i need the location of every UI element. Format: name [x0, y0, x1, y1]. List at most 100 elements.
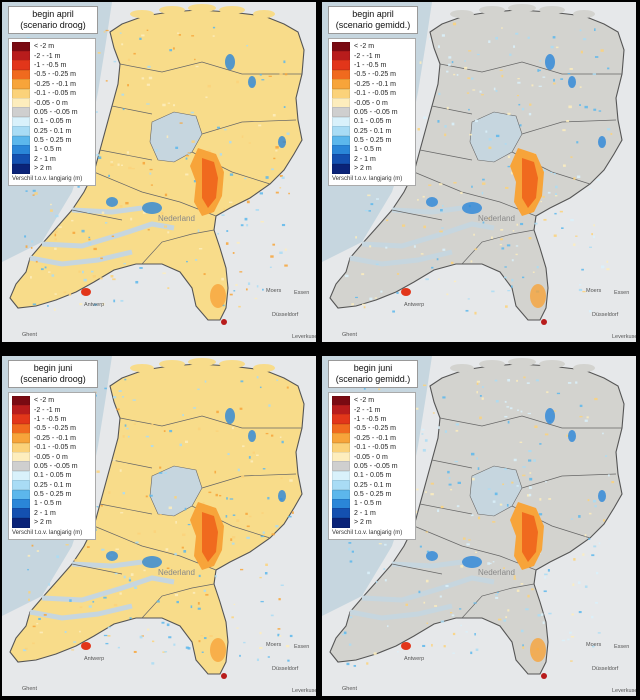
grid-cell [481, 191, 484, 195]
grid-cell [495, 596, 499, 599]
grid-cell [172, 47, 175, 50]
grid-cell [364, 209, 368, 212]
grid-cell [133, 52, 136, 55]
hotspot-limburg [530, 284, 546, 308]
wadden-island-2 [508, 4, 536, 12]
grid-cell [228, 201, 233, 203]
grid-cell [576, 175, 581, 179]
grid-cell [491, 236, 493, 239]
grid-cell [141, 635, 144, 637]
grid-cell [226, 230, 229, 232]
grid-cell [291, 511, 294, 514]
grid-cell [126, 151, 130, 154]
wadden-island-2 [188, 4, 216, 12]
grid-cell [261, 79, 265, 81]
grid-cell [113, 299, 116, 303]
grid-cell [258, 124, 262, 127]
panel-title-period: begin april [32, 9, 74, 19]
grid-cell [438, 92, 441, 96]
grid-cell [362, 303, 366, 306]
grid-cell [522, 474, 526, 477]
grid-cell [426, 622, 429, 624]
grid-cell [543, 590, 547, 593]
grid-cell [459, 608, 462, 610]
grid-cell [495, 400, 499, 403]
grid-cell [539, 498, 542, 501]
grid-cell [457, 481, 461, 485]
panel-title-scenario: (scenario gemidd.) [335, 20, 411, 30]
legend-label: -0.1 - -0.05 m [354, 444, 397, 452]
grid-cell [537, 69, 540, 72]
grid-cell [275, 525, 279, 528]
grid-cell [522, 276, 525, 279]
map-panel-juni-droog: Antwerp Essen Moers Düsseldorf Leverkusen Ghe… [2, 356, 316, 696]
legend-item: -1 - -0.5 m [12, 60, 92, 71]
grid-cell [122, 435, 125, 438]
grid-cell [369, 297, 373, 301]
wadden-island-3 [539, 360, 565, 368]
wadden-island-3 [219, 360, 245, 368]
legend-item: -0.05 - 0 m [332, 452, 412, 463]
grid-cell [440, 505, 444, 509]
grid-cell [559, 210, 563, 213]
legend-item: 1 - 0.5 m [12, 499, 92, 509]
grid-cell [135, 280, 139, 284]
grid-cell [219, 494, 222, 497]
legend-item: 0.05 - -0.05 m [12, 107, 92, 118]
grid-cell [561, 227, 564, 229]
grid-cell [516, 223, 519, 226]
grid-cell [607, 128, 611, 131]
grid-cell [507, 289, 511, 292]
grid-cell [566, 119, 570, 123]
grid-cell [594, 505, 597, 508]
grid-cell [396, 291, 399, 294]
grid-cell [173, 643, 176, 646]
city-label-antwerp: Antwerp [84, 656, 105, 662]
grid-cell [479, 394, 482, 397]
grid-cell [124, 424, 127, 427]
legend: < -2 m -2 - -1 m -1 - -0.5 m -0.5 - -0.25 m… [8, 38, 96, 187]
grid-cell [141, 34, 145, 37]
grid-cell [46, 305, 49, 307]
grid-cell [392, 310, 396, 313]
grid-cell [439, 230, 443, 233]
legend-item: -1 - -0.5 m [332, 60, 412, 71]
grid-cell [279, 73, 283, 76]
grid-cell [198, 247, 203, 250]
hotspot-southwest [81, 288, 91, 296]
grid-cell [232, 536, 236, 539]
grid-cell [470, 77, 474, 80]
grid-cell [73, 641, 77, 643]
legend-label: < -2 m [34, 43, 55, 51]
grid-cell [494, 379, 498, 382]
grid-cell [343, 631, 347, 635]
legend-label: -0.5 - -0.25 m [34, 425, 77, 433]
grid-cell [451, 61, 454, 64]
grid-cell [56, 555, 60, 559]
legend-label: 0.5 - 0.25 m [34, 491, 72, 499]
grid-cell [151, 640, 155, 643]
grid-cell [104, 387, 107, 390]
legend-item: > 2 m [12, 517, 92, 528]
grid-cell [488, 138, 492, 141]
grid-cell [32, 303, 37, 306]
grid-cell [101, 211, 105, 214]
grid-cell [578, 611, 582, 614]
legend-label: 0.05 - -0.05 m [354, 108, 398, 116]
grid-cell [175, 520, 177, 524]
grid-cell [544, 576, 547, 579]
grid-cell [287, 659, 290, 662]
grid-cell [570, 660, 573, 662]
legend-label: < -2 m [354, 397, 375, 405]
grid-cell [115, 548, 119, 551]
grid-cell [481, 386, 484, 389]
grid-cell [511, 481, 514, 484]
grid-cell [256, 285, 259, 288]
grid-cell [111, 235, 115, 238]
grid-cell [588, 512, 592, 515]
grid-cell [207, 84, 211, 88]
grid-cell [121, 396, 124, 398]
city-label-leverkusen: Leverkusen [292, 334, 316, 340]
grid-cell [579, 104, 581, 106]
grid-cell [281, 440, 284, 444]
